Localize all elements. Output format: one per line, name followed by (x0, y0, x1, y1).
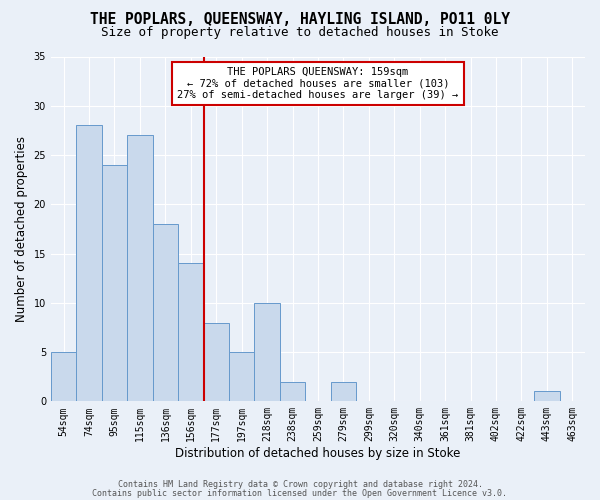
Bar (203, 322, 229, 402)
Text: Contains public sector information licensed under the Open Government Licence v3: Contains public sector information licen… (92, 489, 508, 498)
Bar (254, 303, 280, 402)
Bar (51, 352, 76, 402)
Bar (152, 224, 178, 402)
Bar (331, 382, 356, 402)
Bar (178, 264, 203, 402)
Text: THE POPLARS QUEENSWAY: 159sqm
← 72% of detached houses are smaller (103)
27% of : THE POPLARS QUEENSWAY: 159sqm ← 72% of d… (178, 67, 458, 100)
Bar (76, 126, 102, 402)
Text: Contains HM Land Registry data © Crown copyright and database right 2024.: Contains HM Land Registry data © Crown c… (118, 480, 482, 489)
Bar (534, 392, 560, 402)
Bar (127, 136, 152, 402)
Text: Size of property relative to detached houses in Stoke: Size of property relative to detached ho… (101, 26, 499, 39)
Y-axis label: Number of detached properties: Number of detached properties (15, 136, 28, 322)
Bar (102, 165, 127, 402)
Bar (280, 382, 305, 402)
X-axis label: Distribution of detached houses by size in Stoke: Distribution of detached houses by size … (175, 447, 461, 460)
Bar (229, 352, 254, 402)
Text: THE POPLARS, QUEENSWAY, HAYLING ISLAND, PO11 0LY: THE POPLARS, QUEENSWAY, HAYLING ISLAND, … (90, 12, 510, 28)
